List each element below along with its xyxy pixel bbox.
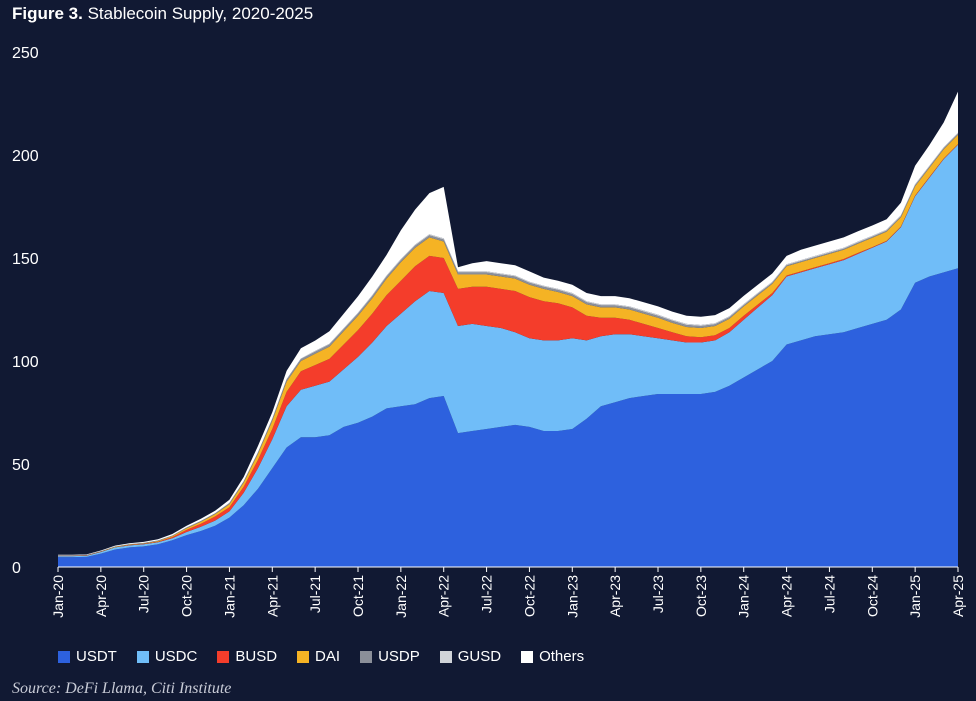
x-tick-label: Jul-20 [136, 575, 152, 613]
x-tick-label: Oct-21 [350, 575, 366, 617]
x-tick-label: Apr-24 [779, 575, 795, 617]
x-tick-label: Jan-21 [221, 575, 237, 618]
y-tick-label: 50 [12, 457, 30, 474]
legend-item-usdp: USDP [360, 648, 420, 665]
source-note: Source: DeFi Llama, Citi Institute [12, 680, 232, 697]
legend-item-busd: BUSD [217, 648, 277, 665]
x-tick-label: Apr-25 [950, 575, 966, 617]
legend-item-gusd: GUSD [439, 648, 502, 665]
legend-item-dai: DAI [297, 648, 340, 665]
y-tick-label: 250 [12, 45, 39, 62]
area-usdt [58, 268, 958, 567]
legend-label: GUSD [457, 648, 502, 665]
legend-swatch [439, 650, 452, 663]
x-tick-label: Jul-23 [650, 575, 666, 613]
x-tick-label: Apr-22 [436, 575, 452, 617]
x-tick-label: Apr-23 [607, 575, 623, 617]
legend-swatch [58, 650, 70, 663]
y-tick-label: 0 [12, 560, 21, 577]
area-usdc [58, 144, 958, 558]
stacked-area-chart: 0 50 100 150 200 250 Jan-20 Apr-20 Jul-20 Oct-20… [12, 45, 966, 618]
legend-item-others: Others [521, 648, 584, 665]
area-layers [58, 91, 958, 567]
x-tick-label: Oct-23 [693, 575, 709, 617]
x-tick-label: Oct-22 [521, 575, 537, 617]
chart-title: Figure 3. Stablecoin Supply, 2020-2025 [12, 4, 313, 24]
y-tick-label: 100 [12, 354, 39, 371]
x-tick-label: Apr-21 [264, 575, 280, 617]
x-tick-label: Jul-24 [821, 575, 837, 613]
legend-swatch [136, 650, 149, 663]
x-tick-label: Jul-22 [479, 575, 495, 613]
legend-label: BUSD [235, 648, 278, 665]
y-axis: 0 50 100 150 200 250 [12, 45, 39, 577]
legend-swatch [217, 650, 230, 663]
y-tick-label: 200 [12, 148, 39, 165]
x-tick-label: Jan-22 [393, 575, 409, 618]
figure-title: Stablecoin Supply, 2020-2025 [87, 4, 314, 23]
legend-label: USDP [378, 648, 420, 665]
x-tick-label: Oct-24 [864, 575, 880, 617]
legend: USDT USDC BUSD DAI USDP GUSD Others [58, 648, 584, 665]
figure-number: Figure 3. [12, 4, 83, 23]
x-axis: Jan-20 Apr-20 Jul-20 Oct-20 Jan-21 Apr-21 Jul-… [50, 566, 966, 618]
legend-item-usdc: USDC [136, 648, 198, 665]
y-tick-label: 150 [12, 251, 39, 268]
x-tick-label: Jul-21 [307, 575, 323, 613]
x-tick-label: Apr-20 [93, 575, 109, 617]
legend-swatch [521, 650, 534, 663]
legend-label: DAI [315, 648, 341, 665]
legend-label: USDC [154, 648, 198, 665]
x-tick-label: Oct-20 [179, 575, 195, 617]
legend-swatch [360, 650, 373, 663]
legend-label: Others [539, 648, 585, 665]
x-tick-label: Jan-23 [564, 575, 580, 618]
legend-item-usdt: USDT [58, 648, 117, 665]
legend-swatch [297, 650, 310, 663]
x-tick-label: Jan-25 [907, 575, 923, 618]
legend-label: USDT [76, 648, 117, 665]
x-tick-label: Jan-20 [50, 575, 66, 618]
x-tick-label: Jan-24 [736, 575, 752, 618]
